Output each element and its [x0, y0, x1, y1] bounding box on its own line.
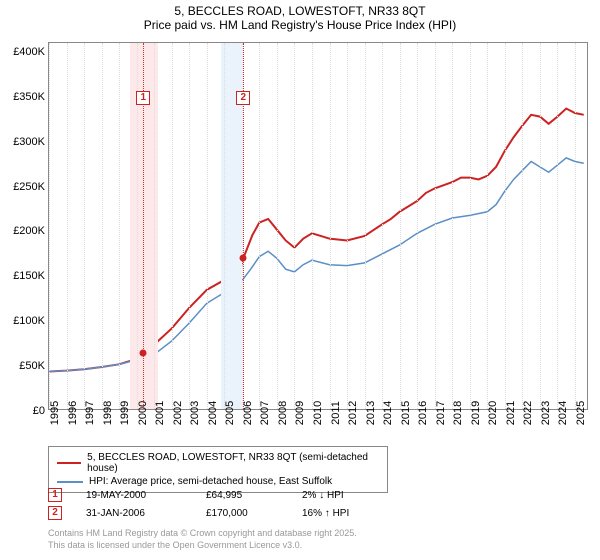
x-gridline — [224, 43, 225, 409]
sales-price: £64,995 — [206, 490, 278, 501]
x-gridline — [522, 43, 523, 409]
y-tick-label: £300K — [3, 136, 49, 148]
attribution-text: Contains HM Land Registry data © Crown c… — [48, 528, 357, 551]
x-gridline — [575, 43, 576, 409]
sales-row: 1 19-MAY-2000 £64,995 2% ↓ HPI — [48, 486, 349, 504]
sales-delta: 2% ↓ HPI — [302, 490, 344, 501]
x-gridline — [557, 43, 558, 409]
x-tick-label: 2007 — [259, 401, 271, 425]
x-tick-label: 2018 — [452, 401, 464, 425]
sale-marker-1: 1 — [136, 91, 150, 105]
x-gridline — [277, 43, 278, 409]
x-tick-label: 2012 — [347, 401, 359, 425]
x-gridline — [84, 43, 85, 409]
x-gridline — [259, 43, 260, 409]
x-gridline — [102, 43, 103, 409]
x-gridline — [365, 43, 366, 409]
x-tick-label: 1999 — [119, 401, 131, 425]
x-tick-label: 2021 — [505, 401, 517, 425]
x-tick-label: 2020 — [487, 401, 499, 425]
x-tick-label: 2003 — [189, 401, 201, 425]
x-tick-label: 2025 — [575, 401, 587, 425]
x-gridline — [119, 43, 120, 409]
title-line-1: 5, BECCLES ROAD, LOWESTOFT, NR33 8QT — [0, 4, 600, 18]
y-tick-label: £250K — [3, 181, 49, 193]
sale-point — [140, 349, 147, 356]
legend-item: 5, BECCLES ROAD, LOWESTOFT, NR33 8QT (se… — [57, 451, 379, 475]
x-tick-label: 2011 — [330, 401, 342, 425]
x-gridline — [189, 43, 190, 409]
x-tick-label: 2004 — [207, 401, 219, 425]
x-gridline — [400, 43, 401, 409]
x-tick-label: 2013 — [365, 401, 377, 425]
x-gridline — [435, 43, 436, 409]
x-gridline — [49, 43, 50, 409]
attribution-line-1: Contains HM Land Registry data © Crown c… — [48, 528, 357, 540]
x-gridline — [330, 43, 331, 409]
chart-title-block: 5, BECCLES ROAD, LOWESTOFT, NR33 8QT Pri… — [0, 0, 600, 32]
x-tick-label: 2015 — [400, 401, 412, 425]
sales-row-marker: 1 — [48, 488, 62, 502]
x-tick-label: 2014 — [382, 401, 394, 425]
x-tick-label: 2002 — [172, 401, 184, 425]
x-tick-label: 2009 — [294, 401, 306, 425]
x-tick-label: 1998 — [102, 401, 114, 425]
attribution-line-2: This data is licensed under the Open Gov… — [48, 540, 357, 552]
x-tick-label: 2008 — [277, 401, 289, 425]
x-tick-label: 2016 — [417, 401, 429, 425]
x-gridline — [207, 43, 208, 409]
x-gridline — [312, 43, 313, 409]
x-gridline — [452, 43, 453, 409]
x-tick-label: 1997 — [84, 401, 96, 425]
sales-table: 1 19-MAY-2000 £64,995 2% ↓ HPI 2 31-JAN-2006 £… — [48, 486, 349, 522]
sales-delta: 16% ↑ HPI — [302, 508, 349, 519]
y-tick-label: £50K — [3, 360, 49, 372]
x-gridline — [382, 43, 383, 409]
y-tick-label: £100K — [3, 315, 49, 327]
x-tick-label: 2005 — [224, 401, 236, 425]
y-tick-label: £400K — [3, 46, 49, 58]
x-gridline — [154, 43, 155, 409]
x-tick-label: 1995 — [49, 401, 61, 425]
y-tick-label: £200K — [3, 225, 49, 237]
x-tick-label: 2024 — [557, 401, 569, 425]
x-tick-label: 2022 — [522, 401, 534, 425]
x-gridline — [172, 43, 173, 409]
y-tick-label: £350K — [3, 91, 49, 103]
sales-date: 31-JAN-2006 — [86, 508, 182, 519]
legend-swatch — [57, 462, 81, 464]
x-tick-label: 2019 — [470, 401, 482, 425]
x-gridline — [347, 43, 348, 409]
sales-row-marker: 2 — [48, 506, 62, 520]
y-tick-label: £150K — [3, 270, 49, 282]
title-line-2: Price paid vs. HM Land Registry's House … — [0, 18, 600, 32]
x-gridline — [470, 43, 471, 409]
sale-marker-2: 2 — [236, 91, 250, 105]
x-gridline — [294, 43, 295, 409]
plot-area: 1995199619971998199920002001200220032004… — [48, 42, 588, 410]
x-gridline — [540, 43, 541, 409]
legend-swatch — [57, 481, 83, 483]
x-gridline — [417, 43, 418, 409]
sales-date: 19-MAY-2000 — [86, 490, 182, 501]
x-tick-label: 1996 — [67, 401, 79, 425]
sale-point — [240, 255, 247, 262]
legend-label: 5, BECCLES ROAD, LOWESTOFT, NR33 8QT (se… — [87, 452, 379, 474]
x-tick-label: 2001 — [154, 401, 166, 425]
x-gridline — [505, 43, 506, 409]
y-tick-label: £0 — [3, 405, 49, 417]
x-gridline — [67, 43, 68, 409]
x-tick-label: 2023 — [540, 401, 552, 425]
sales-price: £170,000 — [206, 508, 278, 519]
x-tick-label: 2017 — [435, 401, 447, 425]
sales-row: 2 31-JAN-2006 £170,000 16% ↑ HPI — [48, 504, 349, 522]
x-gridline — [487, 43, 488, 409]
x-tick-label: 2010 — [312, 401, 324, 425]
